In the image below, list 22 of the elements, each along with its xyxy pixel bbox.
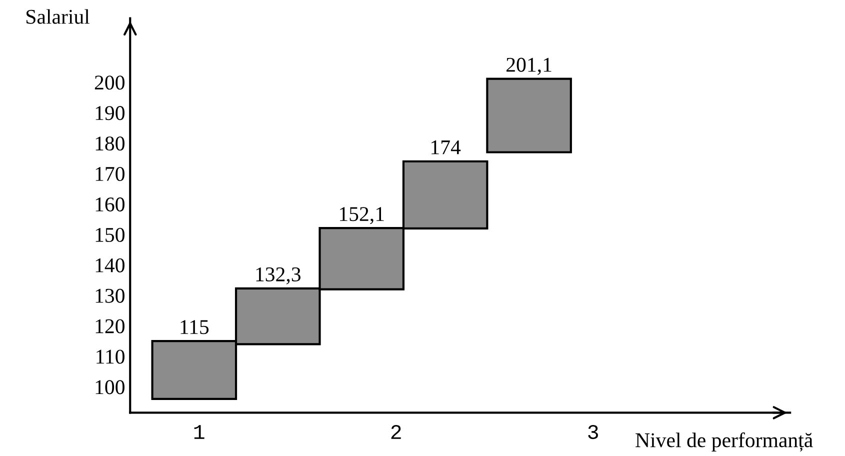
y-tick-label: 120: [96, 319, 124, 334]
y-axis-title: Salariul: [26, 9, 90, 24]
data-label: 115: [180, 320, 209, 334]
x-tick-label: 3: [588, 424, 598, 440]
data-label: 174: [432, 140, 461, 154]
x-tick-label: 1: [194, 425, 204, 439]
x-axis-title: Nivel de performanță: [636, 432, 813, 452]
y-tick-label: 100: [96, 380, 124, 394]
y-tick-label: 190: [96, 106, 124, 120]
data-label: 152,1: [340, 207, 384, 224]
y-tick-label: 130: [96, 288, 124, 303]
bar: [486, 78, 572, 154]
x-tick-label: 2: [391, 424, 401, 439]
data-label: 201,1: [506, 58, 552, 75]
y-tick-label: 150: [96, 228, 124, 242]
data-label: 132,3: [256, 267, 301, 284]
y-tick-label: 200: [94, 76, 124, 90]
y-tick-label: 140: [96, 258, 124, 272]
y-tick-label: 170: [96, 166, 124, 182]
y-tick-label: 160: [96, 197, 124, 212]
y-tick-label: 180: [96, 136, 124, 151]
y-tick-label: 110: [96, 350, 124, 364]
